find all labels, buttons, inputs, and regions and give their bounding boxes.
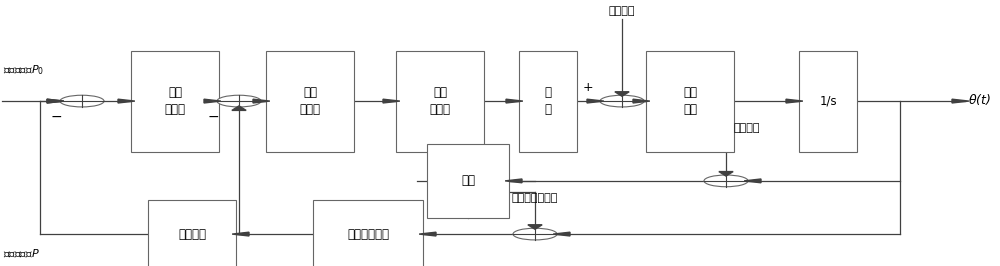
Polygon shape — [553, 232, 570, 236]
Text: 惯性测量单元: 惯性测量单元 — [347, 228, 389, 240]
FancyBboxPatch shape — [131, 51, 219, 152]
Polygon shape — [253, 99, 270, 103]
Circle shape — [60, 95, 104, 107]
Circle shape — [217, 95, 261, 107]
Text: 实际俯仰角$P$: 实际俯仰角$P$ — [3, 247, 40, 259]
FancyBboxPatch shape — [519, 51, 577, 152]
Text: 功率
放大器: 功率 放大器 — [430, 86, 450, 116]
Circle shape — [513, 228, 557, 240]
Text: $\theta$(t): $\theta$(t) — [968, 92, 991, 107]
Text: 负载
框架: 负载 框架 — [683, 86, 697, 116]
FancyBboxPatch shape — [148, 200, 236, 266]
Text: 干扰力矩: 干扰力矩 — [609, 6, 635, 16]
Text: +: + — [583, 81, 593, 94]
Text: 目标俯仰角$P_0$: 目标俯仰角$P_0$ — [3, 63, 44, 77]
Text: 电
机: 电 机 — [544, 86, 552, 116]
Polygon shape — [232, 232, 249, 236]
Text: 位置
控制器: 位置 控制器 — [164, 86, 186, 116]
Polygon shape — [719, 172, 733, 176]
Polygon shape — [786, 99, 803, 103]
FancyBboxPatch shape — [646, 51, 734, 152]
Circle shape — [704, 175, 748, 187]
Text: −: − — [207, 110, 219, 124]
Polygon shape — [952, 99, 969, 103]
Polygon shape — [232, 106, 246, 110]
FancyBboxPatch shape — [799, 51, 857, 152]
Polygon shape — [118, 99, 135, 103]
Circle shape — [600, 95, 644, 107]
Polygon shape — [204, 99, 221, 103]
FancyBboxPatch shape — [427, 144, 509, 218]
FancyBboxPatch shape — [396, 51, 484, 152]
Polygon shape — [633, 99, 650, 103]
Polygon shape — [505, 179, 522, 183]
Text: 稳定
控制器: 稳定 控制器 — [300, 86, 320, 116]
FancyBboxPatch shape — [313, 200, 423, 266]
Polygon shape — [744, 179, 761, 183]
Text: 解算处理: 解算处理 — [178, 228, 206, 240]
Polygon shape — [615, 92, 629, 96]
Text: 陀螺噪声: 陀螺噪声 — [734, 123, 761, 133]
Polygon shape — [47, 99, 64, 103]
Polygon shape — [47, 99, 64, 103]
Text: 1/s: 1/s — [819, 95, 837, 107]
Polygon shape — [587, 99, 604, 103]
Polygon shape — [528, 225, 542, 229]
Polygon shape — [383, 99, 400, 103]
Text: 陀螺、加表噪声: 陀螺、加表噪声 — [512, 193, 558, 203]
Polygon shape — [506, 99, 523, 103]
Polygon shape — [419, 232, 436, 236]
Text: 陀螺: 陀螺 — [461, 174, 475, 187]
Text: −: − — [50, 110, 62, 124]
FancyBboxPatch shape — [266, 51, 354, 152]
